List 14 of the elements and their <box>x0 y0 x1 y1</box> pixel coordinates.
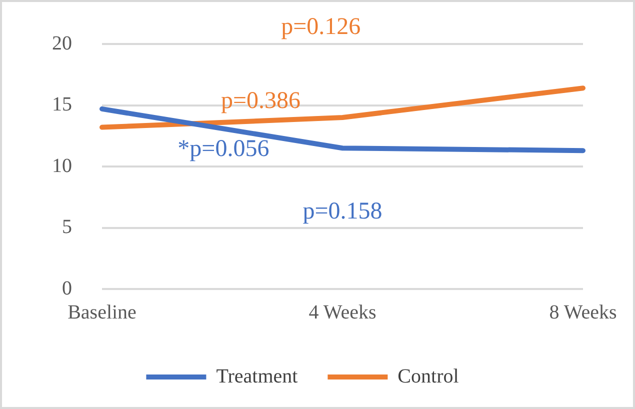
y-tick-label: 5 <box>62 216 72 238</box>
x-tick-label: Baseline <box>68 301 137 324</box>
annotation: *p=0.056 <box>178 136 270 162</box>
x-tick-label: 8 Weeks <box>549 301 617 324</box>
text: p=0.126 <box>281 14 361 40</box>
annotation: p=0.386 <box>220 88 301 114</box>
y-tick-label: 15 <box>52 94 72 116</box>
y-tick-label: 0 <box>62 277 72 300</box>
x-tick-label: 4 Weeks <box>308 301 376 324</box>
annotation: p=0.158 <box>302 198 382 225</box>
y-tick-label: 20 <box>52 32 72 54</box>
y-tick-label: 10 <box>52 154 72 177</box>
legend-label: Control <box>398 365 460 388</box>
legend-label: Treatment <box>216 365 298 388</box>
